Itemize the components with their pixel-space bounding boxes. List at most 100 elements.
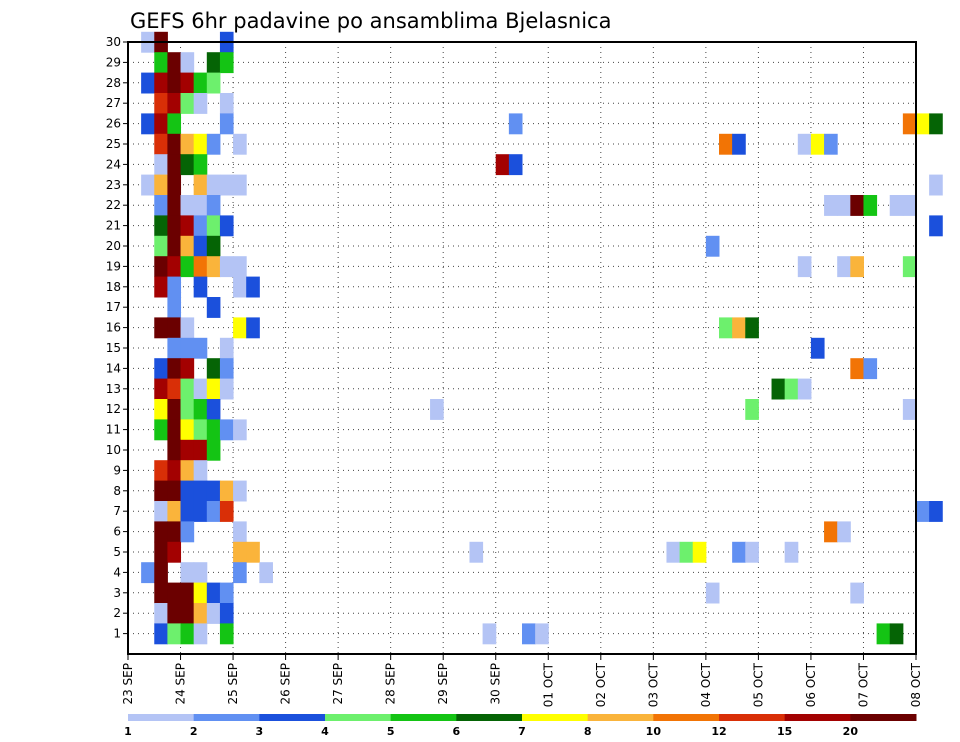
heatmap-cell [167, 52, 182, 74]
heatmap-cell [167, 378, 182, 400]
heatmap-cell [219, 113, 234, 135]
y-tick-label: 30 [106, 35, 121, 49]
y-tick-label: 22 [106, 198, 121, 212]
heatmap-cell [219, 419, 234, 441]
heatmap-cell [219, 174, 234, 196]
heatmap-cell [167, 235, 182, 257]
colorbar-tick-label: 10 [646, 725, 662, 738]
colorbar-segment [128, 714, 195, 721]
colorbar-segment [325, 714, 392, 721]
heatmap-cell [797, 133, 812, 155]
heatmap-cell [206, 52, 221, 74]
heatmap-cell [508, 113, 523, 135]
heatmap-cell [180, 133, 195, 155]
heatmap-cell [233, 562, 247, 584]
heatmap-cell [180, 52, 195, 74]
heatmap-cell [916, 113, 930, 135]
heatmap-cell [206, 480, 221, 502]
heatmap-cell [719, 317, 733, 339]
heatmap-cell [745, 399, 759, 420]
heatmap-cell [889, 623, 904, 645]
heatmap-cell [167, 603, 182, 624]
heatmap-cell [167, 215, 182, 237]
y-tick-label: 11 [106, 423, 121, 437]
heatmap-cell [219, 501, 234, 522]
heatmap-cell [154, 399, 168, 420]
heatmap-cell [666, 541, 681, 563]
heatmap-cell [193, 215, 208, 237]
y-tick-label: 15 [106, 341, 121, 355]
heatmap-cell [219, 623, 234, 645]
heatmap-cell [180, 378, 195, 400]
heatmap-cell [167, 256, 182, 278]
heatmap-cell [876, 623, 891, 645]
heatmap-cell [206, 603, 221, 624]
colorbar-tick-label: 2 [190, 725, 198, 738]
heatmap-cell [233, 174, 247, 196]
heatmap-cell [219, 337, 234, 359]
heatmap-cell [154, 582, 168, 604]
heatmap-cell [233, 419, 247, 441]
heatmap-cell [167, 72, 182, 94]
x-tick-label: 30 SEP [489, 663, 503, 705]
colorbar-tick-label: 20 [843, 725, 859, 738]
x-tick-label: 05 OCT [751, 662, 765, 707]
y-tick-label: 10 [106, 443, 121, 457]
heatmap-cell [141, 113, 155, 135]
heatmap-cell [824, 133, 838, 155]
colorbar-tick-label: 6 [453, 725, 461, 738]
heatmap-cell [180, 72, 195, 94]
heatmap-cell [167, 521, 182, 543]
heatmap-cell [180, 603, 195, 624]
y-tick-label: 9 [113, 463, 121, 477]
colorbar-tick-label: 15 [777, 725, 792, 738]
heatmap-cell [154, 541, 168, 563]
x-tick-label: 04 OCT [699, 662, 713, 707]
heatmap-cell [167, 154, 182, 176]
heatmap-cell [154, 317, 168, 339]
heatmap-cell [705, 235, 720, 257]
y-tick-label: 5 [113, 545, 121, 559]
heatmap-cell [154, 276, 168, 298]
heatmap-cell [167, 276, 182, 298]
heatmap-cell [206, 174, 221, 196]
heatmap-cell [206, 215, 221, 237]
heatmap-cell [167, 460, 182, 482]
heatmap-cell [219, 215, 234, 237]
x-tick-label: 07 OCT [856, 662, 870, 707]
colorbar-tick-label: 1 [124, 725, 132, 738]
colorbar-segment [259, 714, 326, 721]
colorbar-tick-label: 12 [711, 725, 726, 738]
heatmap-cells [141, 31, 943, 645]
heatmap-cell [154, 603, 168, 624]
colorbar-segment [784, 714, 851, 721]
heatmap-cell [837, 195, 851, 216]
x-tick-label: 08 OCT [909, 662, 923, 707]
heatmap-cell [679, 541, 694, 563]
x-tick-label: 23 SEP [121, 663, 135, 705]
heatmap-cell [430, 399, 444, 420]
heatmap-cell [154, 501, 168, 522]
heatmap-cell [902, 399, 917, 420]
heatmap-cell [522, 623, 536, 645]
heatmap-cell [863, 195, 878, 216]
colorbar: 1 2 3 4 5 6 7 8 10 12 15 20 [124, 714, 917, 738]
heatmap-cell [180, 154, 195, 176]
heatmap-cell [167, 133, 182, 155]
heatmap-cell [469, 541, 484, 563]
heatmap-cell [233, 521, 247, 543]
heatmap-cell [193, 93, 208, 114]
heatmap-cell [902, 113, 917, 135]
y-tick-label: 4 [113, 565, 121, 579]
heatmap-cell [219, 603, 234, 624]
heatmap-cell [797, 378, 812, 400]
heatmap-cell [193, 256, 208, 278]
heatmap-cell [929, 215, 943, 237]
heatmap-cell [167, 623, 182, 645]
heatmap-cell [206, 439, 221, 461]
colorbar-tick-label: 3 [256, 725, 264, 738]
heatmap-cell [193, 174, 208, 196]
heatmap-cell [180, 358, 195, 380]
heatmap-cell [193, 72, 208, 94]
heatmap-cell [219, 358, 234, 380]
